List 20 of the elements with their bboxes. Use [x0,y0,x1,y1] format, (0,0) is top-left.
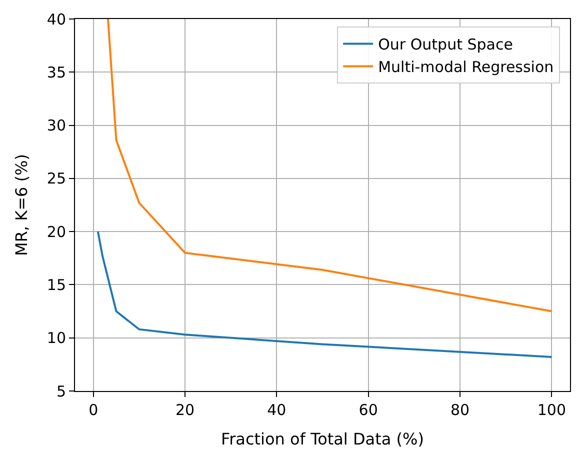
x-tick-label: 80 [450,401,470,419]
x-tick-label: 100 [537,401,566,419]
line-series [107,19,553,312]
x-tick-label: 40 [267,401,286,419]
y-tick-label: 25 [46,170,66,188]
legend-label: Our Output Space [378,36,513,54]
x-tick-label: 0 [88,401,98,419]
legend-label: Multi-modal Regression [378,58,554,76]
line-series [96,230,553,358]
x-tick-label: 20 [175,401,195,419]
x-tick-label: 60 [358,401,378,419]
x-axis-title: Fraction of Total Data (%) [221,430,424,449]
y-tick-label: 35 [46,63,66,82]
y-axis-title: MR, K=6 (%) [12,154,31,256]
y-tick-label: 30 [46,116,66,135]
y-tick-label: 20 [46,222,66,241]
y-tick-label: 10 [46,329,66,348]
y-tick-label: 5 [56,382,66,400]
y-tick-label: 15 [46,276,66,294]
y-tick-label: 40 [46,10,66,28]
